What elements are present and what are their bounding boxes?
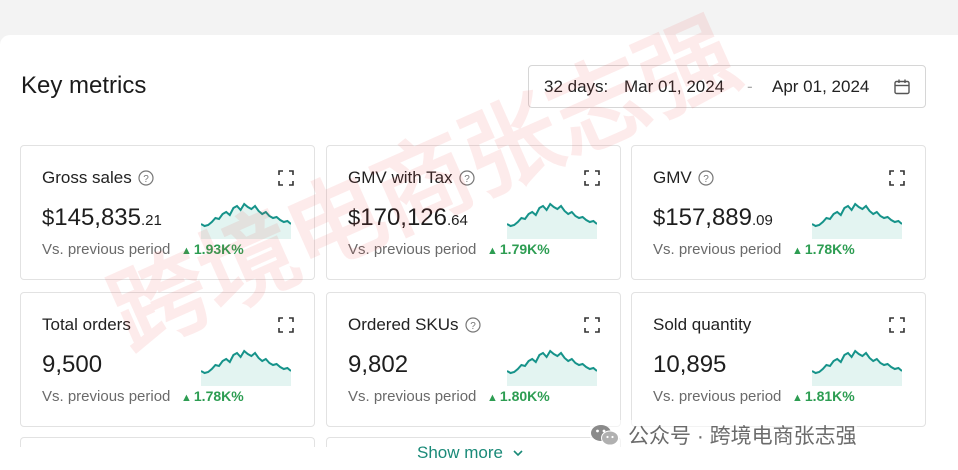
metric-value: $145,835.21 xyxy=(42,204,162,231)
metric-card-total-orders[interactable]: Total orders 9,500 Vs. previous period ▲… xyxy=(20,292,315,427)
sparkline-chart xyxy=(507,349,597,386)
delta-badge: ▲ 1.78K% xyxy=(792,241,855,257)
sparkline-area xyxy=(812,204,902,239)
svg-text:?: ? xyxy=(703,174,709,185)
metric-card-gmv-with-tax[interactable]: GMV with Tax ? $170,126.64 Vs. previous … xyxy=(326,145,621,280)
comparison-label: Vs. previous period xyxy=(42,388,171,405)
metric-value: $157,889.09 xyxy=(653,204,773,231)
comparison-label: Vs. previous period xyxy=(348,388,477,405)
metric-title: Ordered SKUs ? xyxy=(348,315,481,335)
help-icon[interactable]: ? xyxy=(698,170,714,186)
sparkline-area xyxy=(507,351,597,386)
sparkline-line xyxy=(812,349,902,375)
metric-card-ordered-skus[interactable]: Ordered SKUs ? 9,802 Vs. previous period… xyxy=(326,292,621,427)
sparkline-area xyxy=(201,204,291,239)
date-range-picker[interactable]: 32 days: Mar 01, 2024 - Apr 01, 2024 xyxy=(528,65,926,108)
sparkline-area xyxy=(507,204,597,239)
sparkline-line xyxy=(507,349,597,375)
arrow-up-icon: ▲ xyxy=(181,392,192,404)
delta-badge: ▲ 1.81K% xyxy=(792,388,855,404)
sparkline-line xyxy=(507,202,597,228)
sparkline-chart xyxy=(201,349,291,386)
metric-value: $170,126.64 xyxy=(348,204,468,231)
sparkline-chart xyxy=(812,349,902,386)
metric-card-gmv[interactable]: GMV ? $157,889.09 Vs. previous period ▲ 1… xyxy=(631,145,926,280)
arrow-up-icon: ▲ xyxy=(181,245,192,257)
help-icon[interactable]: ? xyxy=(138,170,154,186)
sparkline-line xyxy=(201,349,291,375)
delta-badge: ▲ 1.80K% xyxy=(487,388,550,404)
metric-title: Gross sales ? xyxy=(42,168,154,188)
help-icon[interactable]: ? xyxy=(458,170,475,186)
svg-text:?: ? xyxy=(464,174,470,185)
date-range-separator: - xyxy=(747,77,753,96)
sparkline-chart xyxy=(507,202,597,239)
expand-icon[interactable] xyxy=(584,317,600,333)
sparkline-area xyxy=(812,351,902,386)
delta-badge: ▲ 1.93K% xyxy=(181,241,244,257)
arrow-up-icon: ▲ xyxy=(487,392,498,404)
svg-text:?: ? xyxy=(470,321,476,332)
expand-icon[interactable] xyxy=(584,170,600,186)
sparkline-chart xyxy=(812,202,902,239)
comparison-label: Vs. previous period xyxy=(653,388,782,405)
page-title: Key metrics xyxy=(21,72,147,99)
metric-value: 10,895 xyxy=(653,351,727,378)
comparison-label: Vs. previous period xyxy=(42,241,171,258)
date-range-start[interactable]: Mar 01, 2024 xyxy=(624,77,725,96)
expand-icon[interactable] xyxy=(278,317,294,333)
arrow-up-icon: ▲ xyxy=(487,245,498,257)
metric-title: Sold quantity xyxy=(653,315,752,334)
date-range-end[interactable]: Apr 01, 2024 xyxy=(772,77,870,96)
sparkline-line xyxy=(812,202,902,228)
sparkline-area xyxy=(201,351,291,386)
metric-title: Total orders xyxy=(42,315,131,334)
arrow-up-icon: ▲ xyxy=(792,392,803,404)
arrow-up-icon: ▲ xyxy=(792,245,803,257)
metric-value: 9,802 xyxy=(348,351,409,378)
metric-title: GMV ? xyxy=(653,168,714,188)
calendar-icon[interactable] xyxy=(893,78,911,96)
watermark-account: 公众号 · 跨境电商张志强 xyxy=(590,420,857,450)
metric-title: GMV with Tax ? xyxy=(348,168,475,188)
delta-badge: ▲ 1.78K% xyxy=(181,388,244,404)
help-icon[interactable]: ? xyxy=(464,317,481,333)
date-range-label: 32 days: xyxy=(544,77,609,96)
svg-text:?: ? xyxy=(143,174,149,185)
expand-icon[interactable] xyxy=(278,170,294,186)
wechat-icon xyxy=(591,425,619,446)
chevron-down-icon xyxy=(513,450,523,457)
metric-card-gross-sales[interactable]: Gross sales ? $145,835.21 Vs. previous p… xyxy=(20,145,315,280)
sparkline-chart xyxy=(201,202,291,239)
metric-value: 9,500 xyxy=(42,351,103,378)
expand-icon[interactable] xyxy=(889,170,905,186)
metric-card-partial xyxy=(20,437,315,447)
show-more-button[interactable]: Show more xyxy=(417,443,524,463)
expand-icon[interactable] xyxy=(889,317,905,333)
comparison-label: Vs. previous period xyxy=(348,241,477,258)
delta-badge: ▲ 1.79K% xyxy=(487,241,550,257)
metric-card-sold-quantity[interactable]: Sold quantity 10,895 Vs. previous period… xyxy=(631,292,926,427)
comparison-label: Vs. previous period xyxy=(653,241,782,258)
sparkline-line xyxy=(201,202,291,228)
